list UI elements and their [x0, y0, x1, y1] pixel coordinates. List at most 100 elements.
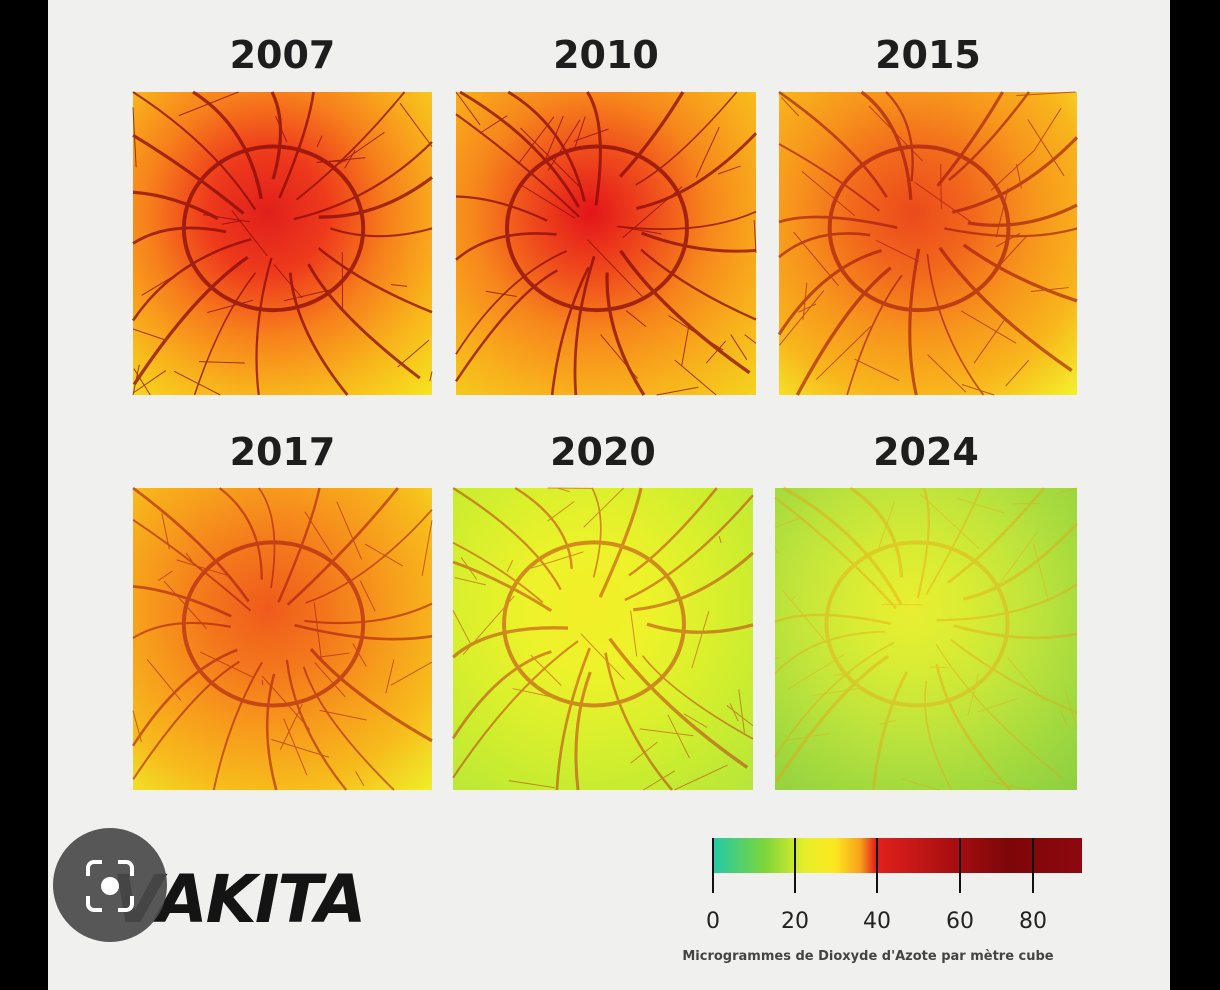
road — [916, 487, 930, 599]
street — [508, 780, 556, 789]
road — [774, 641, 895, 758]
road — [132, 621, 232, 639]
street — [961, 383, 995, 396]
legend-tick-label: 80 — [1019, 909, 1047, 934]
road — [774, 496, 897, 610]
street — [774, 517, 800, 528]
street — [429, 371, 433, 382]
road — [132, 519, 252, 612]
street — [791, 595, 796, 600]
street — [452, 610, 471, 645]
street — [390, 283, 408, 287]
street — [271, 738, 330, 758]
street — [877, 501, 895, 551]
street — [462, 595, 515, 655]
street — [1016, 91, 1076, 97]
road — [293, 141, 433, 221]
street — [163, 580, 207, 630]
road — [455, 113, 581, 218]
street — [1059, 710, 1068, 726]
lens-button[interactable] — [53, 828, 167, 942]
street — [1064, 689, 1078, 730]
road — [777, 249, 883, 336]
street — [506, 560, 514, 573]
road — [619, 249, 751, 375]
road — [132, 91, 257, 211]
road — [967, 203, 1078, 227]
street — [132, 710, 142, 743]
road — [950, 638, 1078, 714]
road — [278, 91, 315, 199]
street — [990, 149, 1036, 191]
road — [633, 551, 755, 612]
street — [730, 334, 748, 361]
street — [1054, 487, 1078, 495]
road — [936, 583, 1078, 622]
street — [522, 185, 576, 219]
street — [231, 210, 268, 257]
road — [455, 250, 568, 355]
road — [305, 509, 433, 604]
road — [317, 247, 433, 314]
road — [307, 263, 421, 380]
street — [399, 102, 433, 147]
year-title: 2010 — [553, 33, 659, 77]
road — [935, 663, 1012, 791]
legend-tick-label: 20 — [781, 909, 809, 934]
street — [983, 779, 1031, 791]
street — [868, 105, 923, 162]
street — [221, 219, 243, 225]
street — [667, 714, 690, 759]
street — [530, 654, 562, 686]
street — [681, 323, 690, 367]
year-title: 2024 — [873, 430, 979, 474]
road — [132, 255, 249, 386]
street — [940, 163, 942, 210]
roads — [454, 90, 758, 396]
roads — [131, 486, 433, 791]
road — [193, 272, 257, 396]
street — [352, 643, 367, 667]
road — [514, 486, 573, 569]
street — [960, 310, 1017, 344]
road — [935, 643, 1063, 779]
street — [178, 91, 239, 117]
street — [273, 264, 303, 299]
street — [738, 689, 745, 733]
ring-road — [502, 540, 686, 708]
street — [547, 119, 581, 171]
street — [587, 239, 643, 297]
street — [705, 340, 727, 364]
road — [778, 215, 898, 230]
year-title: 2020 — [550, 430, 656, 474]
road — [944, 227, 1078, 238]
road — [778, 232, 871, 259]
street — [995, 188, 1009, 238]
road — [908, 248, 921, 396]
street — [158, 570, 173, 581]
road — [452, 560, 553, 612]
road — [459, 90, 580, 208]
street — [385, 659, 395, 694]
map-panel — [451, 486, 755, 791]
road — [628, 487, 718, 577]
road — [132, 133, 245, 215]
street — [397, 339, 430, 368]
street — [812, 687, 863, 697]
street — [625, 310, 647, 328]
lens-icon[interactable] — [86, 860, 134, 912]
street — [199, 361, 245, 364]
street — [1007, 657, 1045, 701]
road — [132, 486, 250, 603]
road — [318, 176, 434, 219]
road — [962, 522, 1079, 601]
road — [131, 238, 252, 322]
street — [718, 535, 722, 544]
lens-icon-dot[interactable] — [101, 877, 119, 895]
map-panel — [774, 486, 1079, 791]
street — [995, 232, 1021, 248]
street — [338, 131, 385, 165]
street — [455, 91, 481, 126]
street — [185, 552, 193, 562]
